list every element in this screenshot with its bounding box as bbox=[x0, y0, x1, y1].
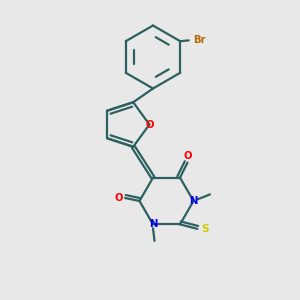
Text: S: S bbox=[201, 224, 209, 234]
Text: O: O bbox=[145, 119, 154, 130]
Text: O: O bbox=[114, 193, 123, 203]
Text: N: N bbox=[189, 196, 198, 206]
Text: N: N bbox=[149, 219, 157, 230]
Text: O: O bbox=[183, 151, 192, 161]
Text: Br: Br bbox=[193, 35, 206, 45]
